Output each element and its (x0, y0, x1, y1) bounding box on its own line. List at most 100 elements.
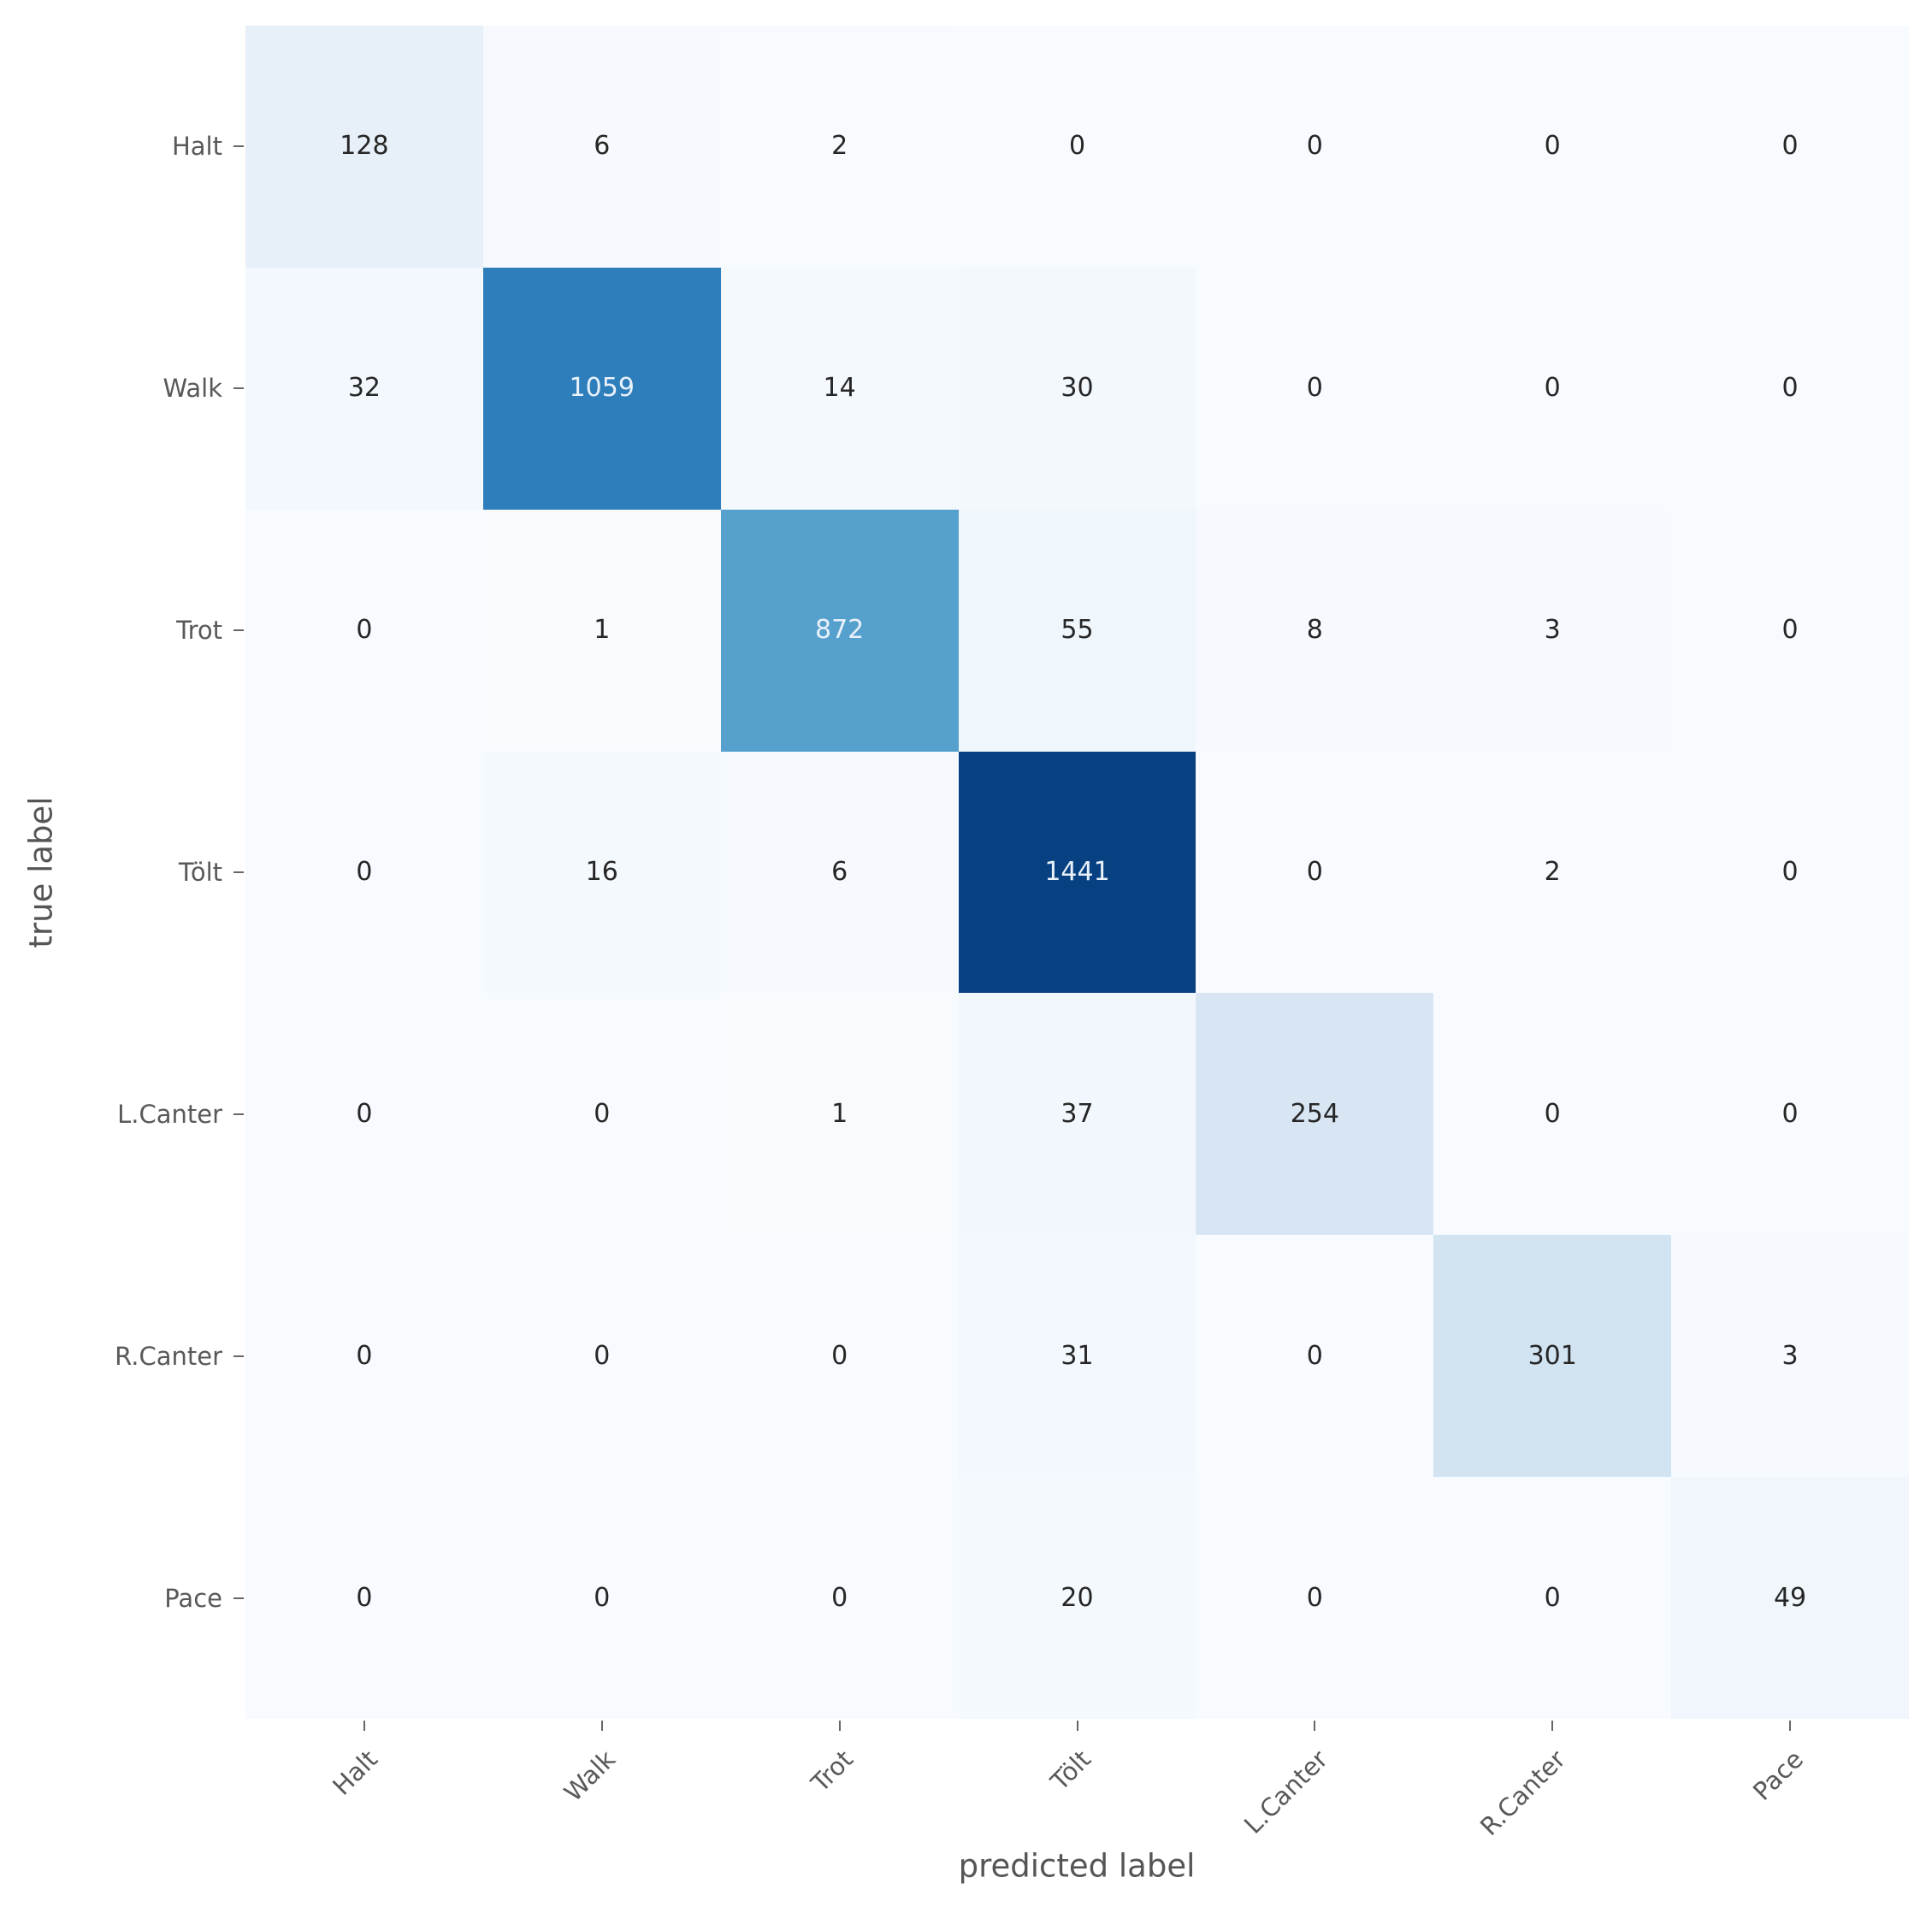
cell-value: 0 (1781, 373, 1799, 404)
cell-value: 49 (1773, 1582, 1807, 1613)
heatmap-cell: 0 (1196, 267, 1434, 510)
heatmap-cell: 0 (1671, 751, 1909, 994)
cell-value: 0 (1068, 131, 1086, 162)
heatmap-cell: 0 (1196, 751, 1434, 994)
cell-value: 0 (1781, 131, 1799, 162)
heatmap-cell: 20 (958, 1477, 1196, 1719)
cell-value: 6 (594, 131, 611, 162)
y-tick-label: Halt (171, 132, 222, 162)
heatmap-cell: 0 (482, 993, 721, 1236)
heatmap-cell: 3 (1433, 509, 1672, 752)
heatmap-cell: 301 (1433, 1235, 1672, 1478)
x-tick-label: Halt (327, 1745, 383, 1801)
y-tick-label: Walk (162, 374, 222, 404)
y-tick-mark (233, 871, 244, 873)
x-tick-mark (363, 1721, 365, 1731)
cell-value: 3 (1544, 615, 1561, 646)
heatmap-cell: 0 (482, 1235, 721, 1478)
plot-area: 128 6 2 0 0 0 0 32 1059 14 30 0 0 0 0 1 872 55 8 3 0 0 16 6 1441… (245, 26, 1909, 1719)
cell-value: 0 (831, 1582, 848, 1613)
heatmap-cell: 254 (1196, 993, 1434, 1236)
heatmap-cell: 0 (720, 1235, 959, 1478)
y-tick-mark (233, 629, 244, 632)
cell-value: 1 (594, 615, 611, 646)
x-tick-label: R.Canter (1474, 1745, 1572, 1842)
cell-value: 55 (1061, 615, 1094, 646)
heatmap-cell: 0 (245, 1477, 483, 1719)
y-tick-label: Trot (176, 616, 222, 646)
y-tick-label: R.Canter (115, 1341, 222, 1371)
cell-value: 0 (1781, 856, 1799, 887)
cell-value: 16 (585, 856, 618, 887)
heatmap-cell: 0 (1433, 993, 1672, 1236)
cell-value: 254 (1290, 1098, 1339, 1129)
heatmap-cell: 0 (1671, 993, 1909, 1236)
heatmap-cell: 49 (1671, 1477, 1909, 1719)
cell-value: 0 (1306, 373, 1323, 404)
heatmap-cell: 0 (1196, 1477, 1434, 1719)
cell-value: 0 (594, 1340, 611, 1371)
heatmap-cell: 0 (245, 993, 483, 1236)
cell-value: 31 (1061, 1340, 1094, 1371)
cell-value: 2 (1544, 856, 1561, 887)
heatmap-cell: 31 (958, 1235, 1196, 1478)
cell-value: 0 (1306, 131, 1323, 162)
x-tick-mark (600, 1721, 603, 1731)
x-tick-label: Pace (1747, 1745, 1810, 1806)
cell-value: 0 (1781, 1098, 1799, 1129)
cell-value: 0 (1544, 373, 1561, 404)
y-axis-title: true label (22, 796, 60, 948)
cell-value: 872 (815, 615, 865, 646)
heatmap-cell: 16 (482, 751, 721, 994)
y-tick-label: Pace (164, 1583, 222, 1613)
heatmap-cell: 0 (1433, 26, 1672, 268)
x-tick-label: Trot (805, 1745, 859, 1798)
x-tick-mark (1076, 1721, 1078, 1731)
heatmap-cell: 30 (958, 267, 1196, 510)
heatmap-cell: 0 (245, 509, 483, 752)
cell-value: 0 (594, 1098, 611, 1129)
heatmap-cell: 0 (1671, 509, 1909, 752)
heatmap-cell: 32 (245, 267, 483, 510)
cell-value: 20 (1061, 1582, 1094, 1613)
y-tick-mark (233, 1113, 244, 1115)
heatmap-cell: 2 (1433, 751, 1672, 994)
cell-value: 32 (347, 373, 381, 404)
heatmap-cell: 1 (720, 993, 959, 1236)
heatmap-cell: 0 (1196, 26, 1434, 268)
cell-value: 0 (1306, 1340, 1323, 1371)
y-tick-label: Tölt (178, 858, 222, 887)
cell-value: 0 (1544, 1098, 1561, 1129)
cell-value: 0 (356, 1582, 373, 1613)
cell-value: 1 (831, 1098, 848, 1129)
heatmap-grid: 128 6 2 0 0 0 0 32 1059 14 30 0 0 0 0 1 872 55 8 3 0 0 16 6 1441… (245, 26, 1909, 1719)
cell-value: 2 (831, 131, 848, 162)
cell-value: 0 (356, 856, 373, 887)
heatmap-cell: 0 (958, 26, 1196, 268)
cell-value: 0 (1544, 1582, 1561, 1613)
cell-value: 0 (356, 615, 373, 646)
cell-value: 3 (1781, 1340, 1799, 1371)
heatmap-cell: 0 (720, 1477, 959, 1719)
heatmap-cell: 8 (1196, 509, 1434, 752)
y-tick-label: L.Canter (117, 1099, 222, 1129)
cell-value: 0 (356, 1340, 373, 1371)
x-tick-mark (1551, 1721, 1554, 1731)
cell-value: 0 (1306, 1582, 1323, 1613)
heatmap-cell: 1059 (482, 267, 721, 510)
cell-value: 0 (356, 1098, 373, 1129)
heatmap-cell: 0 (1433, 1477, 1672, 1719)
y-tick-mark (233, 145, 244, 148)
heatmap-cell: 2 (720, 26, 959, 268)
heatmap-cell: 0 (1671, 267, 1909, 510)
cell-value: 1059 (569, 373, 635, 404)
x-tick-label: Walk (558, 1745, 621, 1808)
cell-value: 128 (340, 131, 389, 162)
y-tick-mark (233, 1355, 244, 1357)
cell-value: 0 (1544, 131, 1561, 162)
cell-value: 1441 (1044, 856, 1110, 887)
heatmap-cell: 0 (1433, 267, 1672, 510)
cell-value: 6 (831, 856, 848, 887)
cell-value: 37 (1061, 1098, 1094, 1129)
